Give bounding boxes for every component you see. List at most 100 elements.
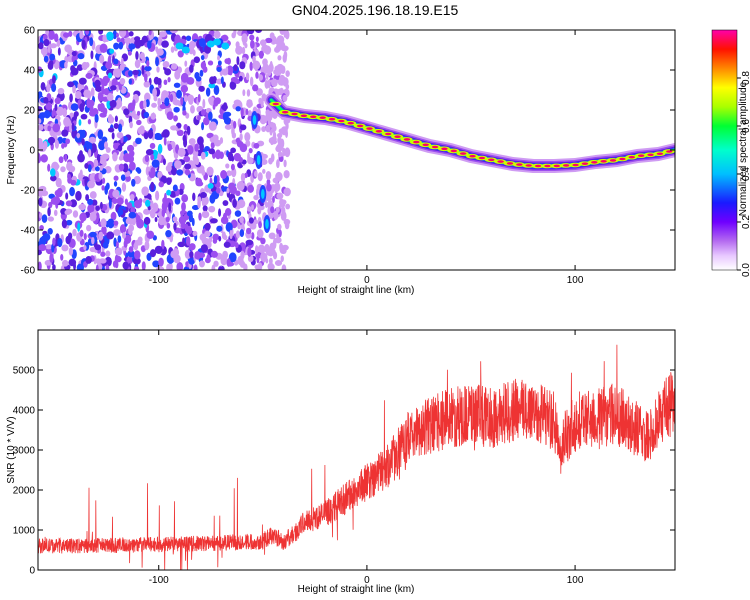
noise-blob <box>79 30 84 40</box>
noise-blob <box>267 79 271 89</box>
noise-blob <box>272 251 278 260</box>
noise-blob <box>268 257 273 265</box>
noise-blob <box>213 260 219 267</box>
noise-blob <box>152 87 157 98</box>
noise-blob <box>40 81 46 91</box>
colorbar-rect <box>711 29 738 271</box>
noise-blob <box>273 74 281 80</box>
noise-blob <box>107 218 115 229</box>
noise-blob <box>281 206 286 216</box>
noise-blob <box>198 85 205 92</box>
noise-blob <box>81 129 86 139</box>
noise-blob <box>172 99 181 106</box>
noise-blob <box>156 66 160 73</box>
noise-blob <box>116 131 124 139</box>
noise-blob <box>47 216 55 222</box>
noise-blob <box>282 53 287 63</box>
noise-blob <box>55 177 62 188</box>
noise-blob <box>222 102 228 112</box>
ridge-peak-core <box>591 161 598 164</box>
noise-blob <box>48 193 55 199</box>
noise-blob <box>87 164 92 173</box>
noise-blob <box>98 30 104 35</box>
noise-blob <box>228 182 236 191</box>
noise-blob <box>128 224 135 232</box>
noise-blob <box>239 260 246 268</box>
noise-blob <box>218 235 222 242</box>
noise-blob <box>267 116 271 126</box>
y-tick-label: 20 <box>24 106 36 117</box>
noise-blob <box>113 58 119 65</box>
noise-blob <box>242 89 246 97</box>
noise-blob <box>165 229 172 238</box>
noise-blob <box>248 217 254 224</box>
noise-blob <box>144 154 150 163</box>
noise-blob <box>143 216 151 225</box>
noise-blob <box>281 264 287 270</box>
noise-blob <box>195 76 202 82</box>
noise-blob <box>191 217 195 227</box>
noise-blob <box>222 200 229 206</box>
noise-blob <box>267 212 274 219</box>
noise-blob <box>277 223 282 231</box>
noise-blob <box>134 59 141 69</box>
noise-blob <box>143 132 149 140</box>
colorbar: 0.0 0.2 0.4 0.6 0.8 <box>711 29 750 277</box>
noise-blob <box>194 143 200 152</box>
noise-blob <box>231 132 237 139</box>
noise-blob <box>247 184 254 193</box>
x-tick-label: 100 <box>567 275 584 286</box>
noise-blob <box>283 159 287 168</box>
noise-blob <box>76 263 85 270</box>
noise-blob <box>116 37 121 43</box>
noise-blob <box>81 61 88 71</box>
noise-blob <box>139 52 145 60</box>
noise-blob <box>220 76 224 85</box>
noise-blob <box>205 87 211 97</box>
noise-blob <box>39 112 47 119</box>
noise-blob <box>102 177 106 184</box>
noise-blob <box>90 87 95 98</box>
noise-blob <box>225 163 230 169</box>
noise-blob <box>141 65 145 75</box>
noise-blob <box>106 231 115 240</box>
noise-blob <box>233 120 237 129</box>
noise-blob <box>164 68 172 76</box>
noise-blob <box>129 121 133 129</box>
noise-blob <box>38 153 41 163</box>
noise-blob <box>128 31 134 37</box>
noise-blob <box>105 182 110 190</box>
noise-blob <box>146 230 155 239</box>
noise-blob <box>103 88 109 96</box>
noise-blob <box>52 264 56 270</box>
noise-blob <box>104 256 112 267</box>
noise-blob <box>157 152 162 162</box>
noise-blob <box>258 97 263 104</box>
noise-blob <box>229 229 233 240</box>
noise-blob <box>113 229 121 236</box>
noise-blob <box>262 255 266 263</box>
noise-blob <box>246 227 252 235</box>
noise-blob <box>166 222 171 229</box>
ridge-peak-core <box>300 114 308 118</box>
noise-blob <box>221 42 230 50</box>
noise-blob <box>156 266 165 270</box>
noise-blob <box>208 111 213 121</box>
noise-blob <box>150 166 156 176</box>
noise-blob <box>78 203 87 211</box>
noise-blob <box>205 112 209 119</box>
noise-blob <box>238 156 243 163</box>
noise-blob <box>129 150 135 157</box>
noise-blob <box>220 170 228 179</box>
noise-blob <box>93 158 99 168</box>
noise-blob <box>98 155 107 165</box>
ridge-peak-core <box>656 152 664 156</box>
noise-blob <box>129 193 135 201</box>
noise-blob <box>176 169 184 176</box>
noise-blob <box>120 57 124 67</box>
noise-blob <box>259 114 267 125</box>
noise-blob <box>61 219 68 229</box>
noise-blob <box>186 210 193 217</box>
noise-blob <box>87 198 94 206</box>
noise-blob <box>72 228 77 237</box>
